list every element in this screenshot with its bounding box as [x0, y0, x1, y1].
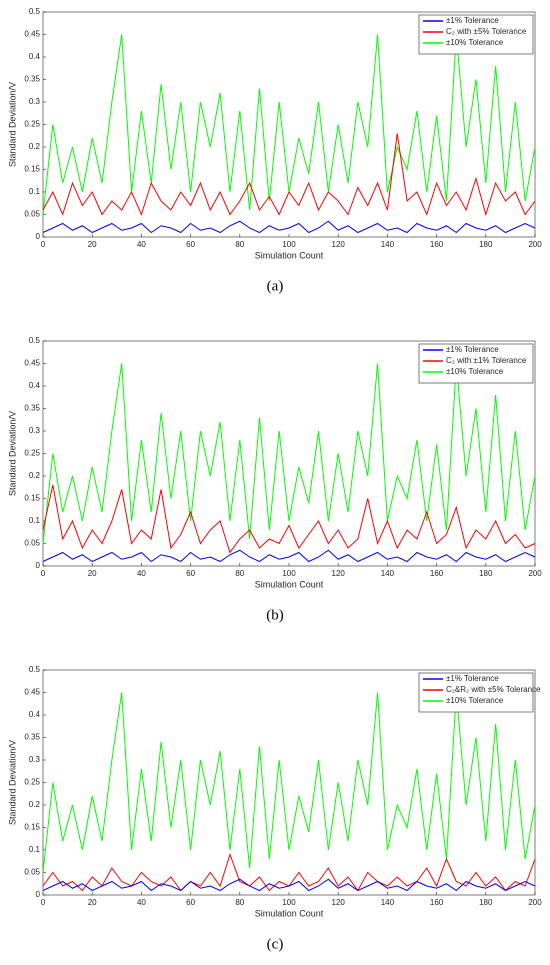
y-tick-label: 0.2 — [29, 471, 41, 480]
x-tick-label: 140 — [381, 240, 395, 249]
x-tick-label: 40 — [137, 898, 146, 907]
caption: (b) — [266, 607, 284, 623]
y-tick-label: 0.1 — [29, 845, 41, 854]
x-tick-label: 60 — [186, 569, 195, 578]
y-tick-label: 0.4 — [29, 52, 41, 61]
y-tick-label: 0.3 — [29, 755, 41, 764]
y-tick-label: 0.1 — [29, 187, 41, 196]
y-tick-label: 0.25 — [24, 778, 40, 787]
x-tick-label: 100 — [282, 898, 296, 907]
y-tick-label: 0 — [36, 232, 41, 241]
y-tick-label: 0.5 — [29, 665, 41, 674]
x-axis-label: Simulation Count — [255, 250, 324, 260]
legend-label: ±1% Tolerance — [446, 674, 499, 683]
y-tick-label: 0.05 — [24, 210, 40, 219]
y-axis-label: Standard Deviation/V — [7, 82, 17, 167]
x-tick-label: 120 — [332, 898, 346, 907]
y-tick-label: 0.5 — [29, 336, 41, 345]
x-tick-label: 180 — [479, 240, 493, 249]
y-axis-label: Standard Deviation/V — [7, 411, 17, 496]
x-tick-label: 80 — [235, 569, 244, 578]
x-axis-label: Simulation Count — [255, 908, 324, 918]
series-line — [42, 692, 536, 873]
legend-label: C₂ with ±5% Tolerance — [446, 27, 527, 36]
legend-label: C₂&R₂ with ±5% Tolerance — [446, 685, 541, 694]
caption: (a) — [267, 278, 284, 294]
y-tick-label: 0.05 — [24, 539, 40, 548]
x-tick-label: 120 — [332, 240, 346, 249]
legend-label: ±10% Tolerance — [446, 696, 504, 705]
y-tick-label: 0 — [36, 561, 41, 570]
y-tick-label: 0.45 — [24, 359, 40, 368]
caption: (c) — [267, 936, 284, 952]
y-tick-label: 0.15 — [24, 823, 40, 832]
series-line — [42, 549, 536, 563]
series-line — [42, 220, 536, 234]
y-tick-label: 0.1 — [29, 516, 41, 525]
x-tick-label: 60 — [186, 898, 195, 907]
y-tick-label: 0.2 — [29, 800, 41, 809]
x-tick-label: 0 — [41, 240, 46, 249]
series-line — [42, 878, 536, 892]
y-tick-label: 0.2 — [29, 142, 41, 151]
x-tick-label: 160 — [430, 898, 444, 907]
legend-label: ±10% Tolerance — [446, 367, 504, 376]
x-tick-label: 200 — [528, 898, 542, 907]
y-tick-label: 0.15 — [24, 494, 40, 503]
x-tick-label: 20 — [88, 569, 97, 578]
x-tick-label: 40 — [137, 240, 146, 249]
x-tick-label: 100 — [282, 569, 296, 578]
x-tick-label: 140 — [381, 898, 395, 907]
y-tick-label: 0.35 — [24, 733, 40, 742]
y-tick-label: 0 — [36, 890, 41, 899]
y-tick-label: 0.45 — [24, 688, 40, 697]
x-tick-label: 0 — [41, 898, 46, 907]
legend-label: C₂ with ±1% Tolerance — [446, 356, 527, 365]
y-tick-label: 0.25 — [24, 449, 40, 458]
x-tick-label: 80 — [235, 898, 244, 907]
x-tick-label: 40 — [137, 569, 146, 578]
series-line — [42, 484, 536, 554]
y-tick-label: 0.4 — [29, 710, 41, 719]
y-tick-label: 0.45 — [24, 30, 40, 39]
legend-label: ±10% Tolerance — [446, 38, 504, 47]
y-tick-label: 0.5 — [29, 7, 41, 16]
y-tick-label: 0.3 — [29, 426, 41, 435]
legend-label: ±1% Tolerance — [446, 16, 499, 25]
y-tick-label: 0.3 — [29, 97, 41, 106]
x-tick-label: 120 — [332, 569, 346, 578]
x-tick-label: 160 — [430, 240, 444, 249]
x-tick-label: 60 — [186, 240, 195, 249]
series-line — [42, 363, 536, 544]
x-tick-label: 180 — [479, 569, 493, 578]
y-tick-label: 0.4 — [29, 381, 41, 390]
y-tick-label: 0.35 — [24, 404, 40, 413]
y-axis-label: Standard Deviation/V — [7, 740, 17, 825]
y-tick-label: 0.05 — [24, 868, 40, 877]
x-tick-label: 20 — [88, 240, 97, 249]
y-tick-label: 0.35 — [24, 75, 40, 84]
x-axis-label: Simulation Count — [255, 579, 324, 589]
x-tick-label: 160 — [430, 569, 444, 578]
x-tick-label: 200 — [528, 240, 542, 249]
series-line — [42, 133, 536, 217]
y-tick-label: 0.15 — [24, 165, 40, 174]
x-tick-label: 20 — [88, 898, 97, 907]
x-tick-label: 80 — [235, 240, 244, 249]
legend-label: ±1% Tolerance — [446, 345, 499, 354]
x-tick-label: 100 — [282, 240, 296, 249]
x-tick-label: 180 — [479, 898, 493, 907]
x-tick-label: 0 — [41, 569, 46, 578]
y-tick-label: 0.25 — [24, 120, 40, 129]
x-tick-label: 140 — [381, 569, 395, 578]
x-tick-label: 200 — [528, 569, 542, 578]
